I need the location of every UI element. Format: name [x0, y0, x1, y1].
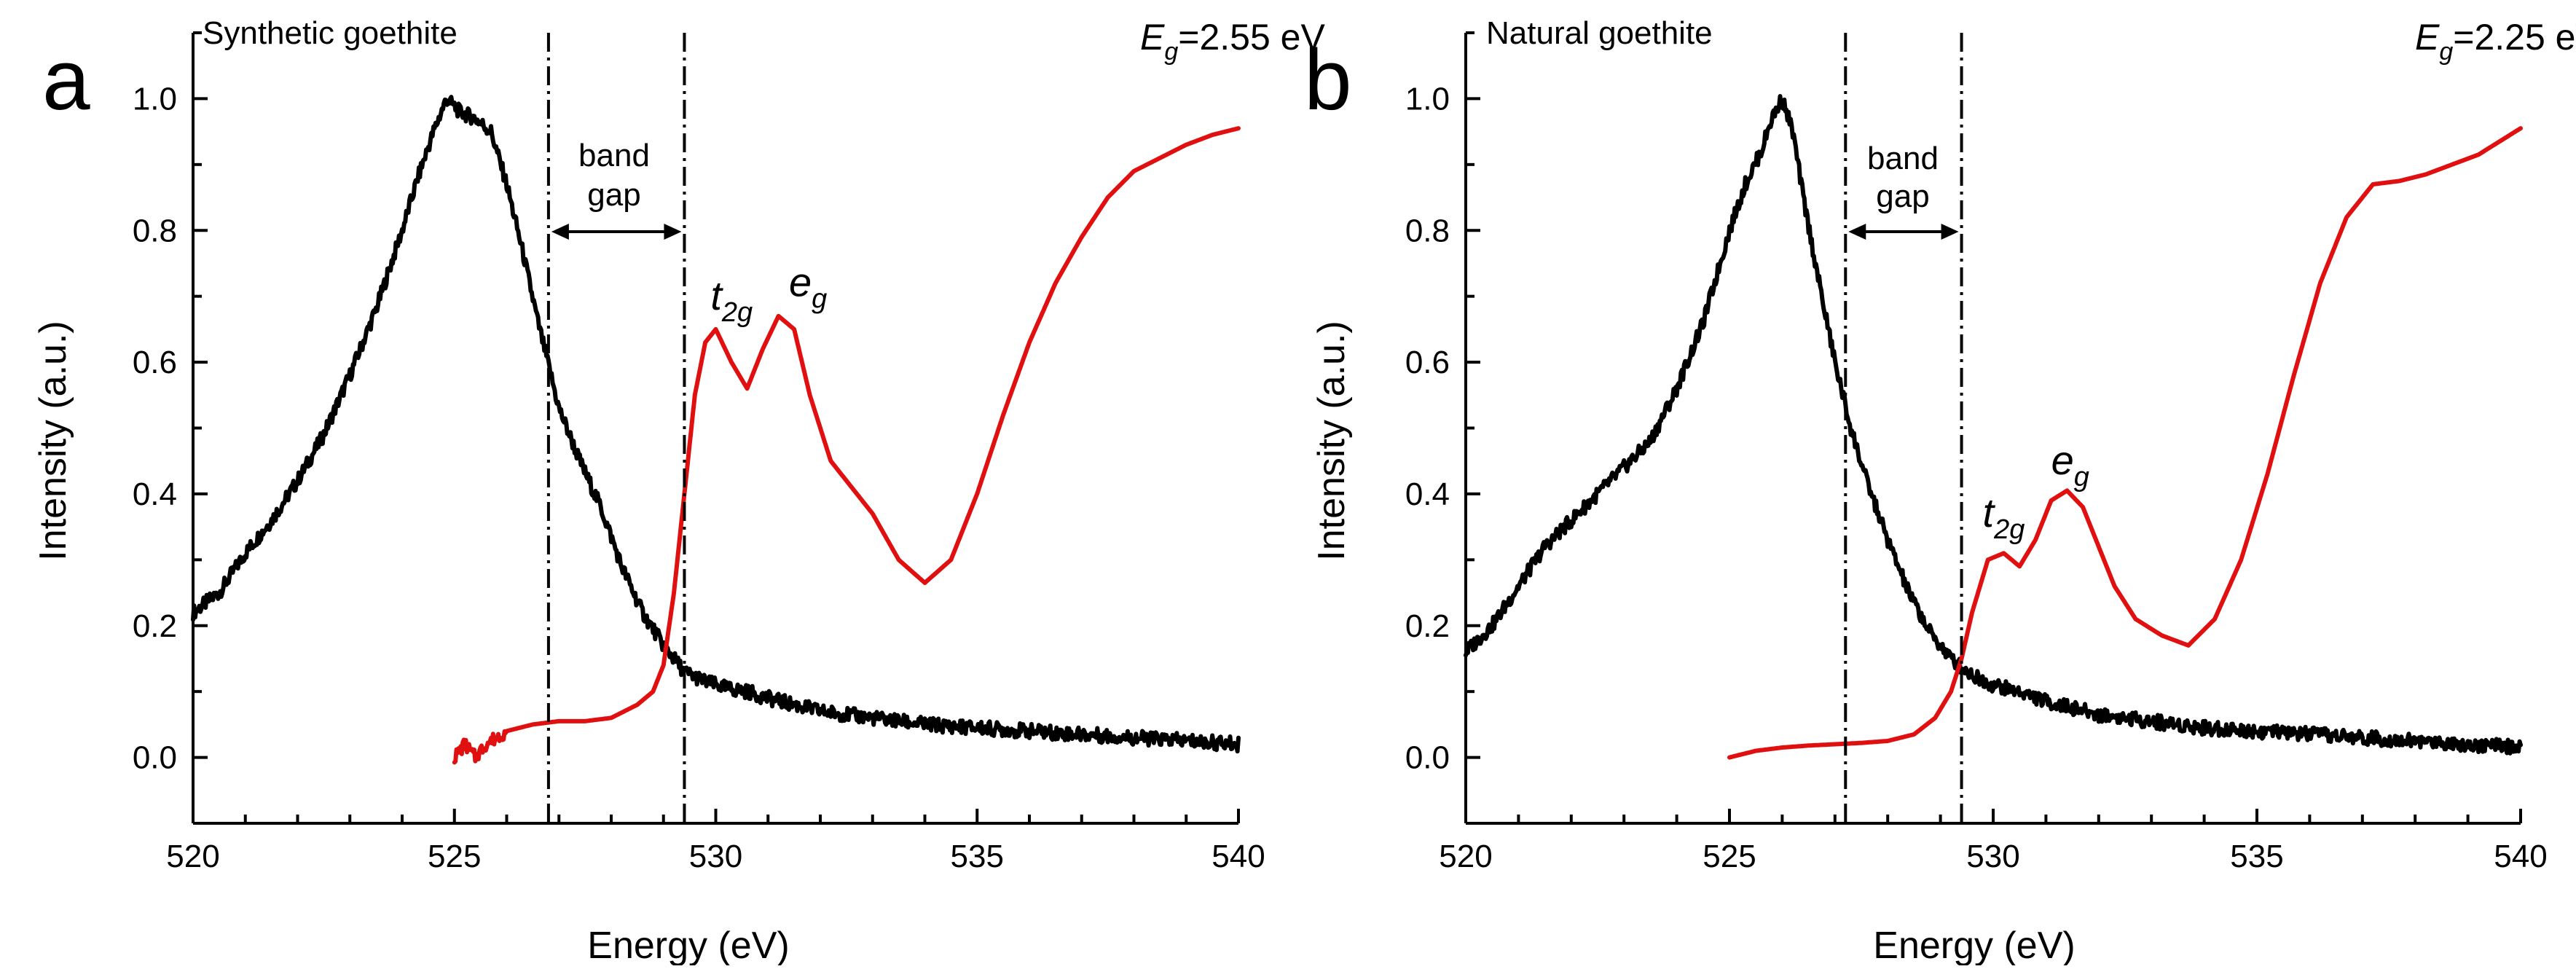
panel-b-band-gap-value: Eg=2.25 eV	[2415, 17, 2576, 66]
panel-a-x-tick-label: 530	[689, 839, 742, 874]
peak-label-main: t	[1983, 490, 1996, 536]
panel-b: b Natural goethite Eg=2.25 eV Energy (eV…	[1304, 15, 2576, 967]
panel-b-series-valence-band	[1464, 94, 2523, 756]
panel-a-series-conduction-band	[452, 126, 1241, 765]
peak-label-main: e	[2051, 437, 2074, 483]
panel-b-band-gap-text: =2.25 eV	[2453, 17, 2576, 58]
peak-label-subscript: g	[2074, 462, 2089, 493]
panel-a-peak-label-eg: eg	[789, 259, 827, 315]
panel-a-letter: a	[42, 32, 90, 128]
panel-a-x-tick-label: 535	[951, 839, 1004, 874]
panel-a-x-axis-title: Energy (eV)	[587, 925, 789, 965]
panel-b-y-tick-label: 0.8	[1405, 213, 1450, 248]
panel-a-series-valence-band	[191, 95, 1241, 754]
panel-b-letter: b	[1304, 32, 1352, 128]
panel-a-y-tick-label: 0.4	[133, 476, 177, 512]
panel-b-peak-label-eg: eg	[2051, 437, 2089, 493]
panel-b-band-label-line2: gap	[1876, 178, 1929, 214]
panel-a-y-tick-label: 1.0	[133, 81, 177, 117]
panel-b-y-tick-label: 0.0	[1405, 740, 1450, 776]
panel-a-band-label-line2: gap	[587, 177, 640, 213]
panel-a-y-tick-label: 0.6	[133, 345, 177, 380]
panel-b-x-tick-label: 535	[2230, 839, 2283, 874]
panel-b-peak-label-text: t2g	[1983, 490, 2025, 545]
panel-b-band-gap-arrowhead-left	[1848, 224, 1866, 240]
panel-a-x-tick-label: 520	[166, 839, 219, 874]
peak-label-subscript: 2g	[721, 297, 753, 328]
panel-a-band-label-line1: band	[578, 138, 650, 173]
panel-b-y-tick-label: 0.2	[1405, 608, 1450, 644]
panel-a-band-gap-value: Eg=2.55 eV	[1140, 17, 1325, 66]
panel-a-band-gap-arrowhead-left	[551, 224, 569, 240]
panel-b-y-axis-title: Intensity (a.u.)	[1311, 321, 1353, 560]
panel-b-x-tick-label: 530	[1966, 839, 2019, 874]
peak-label-main: e	[789, 259, 812, 305]
panel-b-peak-label-text: eg	[2051, 437, 2089, 493]
panel-b-y-tick-label: 1.0	[1405, 81, 1450, 117]
panel-b-band-gap-arrowhead-right	[1941, 224, 1959, 240]
panel-a-peak-label-text: eg	[789, 259, 827, 315]
panel-a-peak-label-text: t2g	[710, 272, 753, 328]
panel-b-peak-label-t2g: t2g	[1983, 490, 2025, 545]
peak-label-main: t	[710, 272, 723, 318]
peak-label-subscript: 2g	[1993, 514, 2025, 545]
panel-a-peak-label-t2g: t2g	[710, 272, 753, 328]
panel-b-x-tick-label: 520	[1439, 839, 1492, 874]
panel-b-sample-label: Natural goethite	[1486, 15, 1713, 51]
peak-label-subscript: g	[812, 284, 827, 315]
panel-b-band-label-line1: band	[1867, 141, 1939, 176]
panel-a-x-tick-label: 525	[428, 839, 481, 874]
panel-a-y-tick-label: 0.8	[133, 213, 177, 248]
panel-a-band-gap-arrowhead-right	[664, 224, 682, 240]
panel-a: a Synthetic goethite Eg=2.55 eV Energy (…	[32, 15, 1325, 967]
panel-b-x-tick-label: 525	[1703, 839, 1756, 874]
panel-b-series-conduction-band	[1727, 126, 2523, 760]
panel-a-y-tick-label: 0.0	[133, 740, 177, 776]
panel-a-sample-label: Synthetic goethite	[203, 15, 458, 51]
panel-b-y-tick-label: 0.4	[1405, 476, 1450, 512]
panel-a-x-tick-label: 540	[1212, 839, 1265, 874]
panel-a-band-gap-text: =2.55 eV	[1178, 17, 1325, 58]
panel-b-x-tick-label: 540	[2494, 839, 2547, 874]
panel-a-y-tick-label: 0.2	[133, 608, 177, 644]
panel-b-y-tick-label: 0.6	[1405, 345, 1450, 380]
panel-b-x-axis-title: Energy (eV)	[1873, 925, 2075, 965]
panel-a-y-axis-title: Intensity (a.u.)	[32, 321, 74, 560]
